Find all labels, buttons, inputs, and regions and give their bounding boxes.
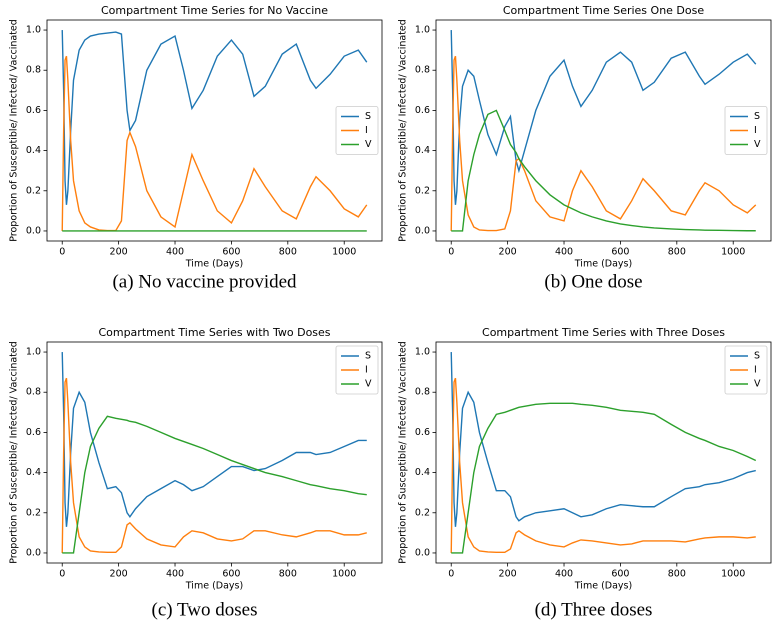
y-tick-label: 0.2 bbox=[26, 185, 41, 196]
y-tick-label: 0.4 bbox=[415, 467, 430, 478]
series-line bbox=[451, 402, 757, 554]
x-tick-label: 400 bbox=[555, 247, 573, 258]
x-axis-label: Time (Days) bbox=[574, 259, 632, 270]
y-tick-label: 1.0 bbox=[26, 25, 41, 36]
x-tick-label: 0 bbox=[59, 247, 65, 258]
plot-frame bbox=[46, 341, 383, 564]
y-tick-label: 0.6 bbox=[26, 105, 41, 116]
y-tick-label: 0.0 bbox=[415, 547, 430, 558]
legend-label: S bbox=[365, 111, 371, 122]
plot-frame bbox=[435, 341, 772, 564]
chart-title: Compartment Time Series for No Vaccine bbox=[101, 4, 328, 17]
y-tick-label: 0.2 bbox=[415, 507, 430, 518]
legend-label: I bbox=[754, 365, 757, 376]
x-tick-label: 800 bbox=[668, 569, 686, 580]
x-tick-label: 1000 bbox=[721, 569, 745, 580]
legend-label: S bbox=[754, 351, 760, 362]
x-tick-label: 1000 bbox=[721, 247, 745, 258]
x-tick-label: 0 bbox=[448, 569, 454, 580]
y-tick-label: 0.2 bbox=[415, 185, 430, 196]
caption: (d) Three doses bbox=[535, 599, 653, 620]
series-line bbox=[450, 30, 757, 205]
legend-label: I bbox=[365, 125, 368, 136]
y-axis-label: Proportion of Susceptible/ Infected/ Vac… bbox=[398, 341, 409, 564]
x-tick-label: 600 bbox=[222, 569, 240, 580]
y-tick-label: 1.0 bbox=[415, 347, 430, 358]
y-tick-label: 1.0 bbox=[26, 347, 41, 358]
y-tick-label: 1.0 bbox=[415, 25, 430, 36]
legend-label: V bbox=[365, 379, 372, 390]
x-tick-label: 200 bbox=[499, 247, 517, 258]
caption: (b) One dose bbox=[544, 271, 642, 292]
y-tick-label: 0.8 bbox=[415, 65, 430, 76]
caption: (a) No vaccine provided bbox=[112, 271, 297, 292]
x-tick-label: 400 bbox=[166, 569, 184, 580]
y-axis-label: Proportion of Susceptible/ Infected/ Vac… bbox=[9, 19, 20, 242]
x-tick-label: 400 bbox=[555, 569, 573, 580]
x-tick-label: 800 bbox=[279, 569, 297, 580]
x-tick-label: 400 bbox=[166, 247, 184, 258]
legend-label: V bbox=[365, 139, 372, 150]
x-tick-label: 600 bbox=[222, 247, 240, 258]
plot-frame bbox=[435, 19, 772, 242]
series-line bbox=[61, 352, 367, 527]
y-tick-label: 0.2 bbox=[26, 507, 41, 518]
y-tick-label: 0.0 bbox=[26, 225, 41, 236]
chart-title: Compartment Time Series with Two Doses bbox=[98, 326, 330, 339]
y-tick-label: 0.0 bbox=[415, 225, 430, 236]
x-tick-label: 600 bbox=[611, 247, 629, 258]
x-tick-label: 1000 bbox=[332, 247, 356, 258]
x-axis-label: Time (Days) bbox=[574, 581, 632, 592]
y-tick-label: 0.0 bbox=[26, 547, 41, 558]
y-tick-label: 0.8 bbox=[415, 387, 430, 398]
x-axis-label: Time (Days) bbox=[185, 259, 243, 270]
series-line bbox=[62, 415, 367, 554]
legend-label: I bbox=[365, 365, 368, 376]
series-line bbox=[61, 55, 368, 232]
x-tick-label: 800 bbox=[668, 247, 686, 258]
x-tick-label: 600 bbox=[611, 569, 629, 580]
x-tick-label: 0 bbox=[59, 569, 65, 580]
series-line bbox=[450, 352, 756, 527]
plot-frame bbox=[46, 19, 383, 242]
x-tick-label: 800 bbox=[279, 247, 297, 258]
y-axis-label: Proportion of Susceptible/ Infected/ Vac… bbox=[398, 19, 409, 242]
y-tick-label: 0.8 bbox=[26, 65, 41, 76]
y-axis-label: Proportion of Susceptible/ Infected/ Vac… bbox=[9, 341, 20, 564]
x-tick-label: 200 bbox=[110, 569, 128, 580]
series-line bbox=[451, 109, 756, 232]
legend-label: V bbox=[754, 379, 761, 390]
legend-label: S bbox=[365, 351, 371, 362]
x-axis-label: Time (Days) bbox=[185, 581, 243, 592]
legend-label: S bbox=[754, 111, 760, 122]
y-tick-label: 0.6 bbox=[26, 427, 41, 438]
series-line bbox=[450, 55, 757, 232]
x-tick-label: 0 bbox=[448, 247, 454, 258]
y-tick-label: 0.6 bbox=[415, 105, 430, 116]
legend-label: I bbox=[754, 125, 757, 136]
y-tick-label: 0.6 bbox=[415, 427, 430, 438]
y-tick-label: 0.4 bbox=[26, 145, 41, 156]
chart-title: Compartment Time Series One Dose bbox=[503, 4, 705, 17]
y-tick-label: 0.8 bbox=[26, 387, 41, 398]
y-tick-label: 0.4 bbox=[415, 145, 430, 156]
x-tick-label: 200 bbox=[110, 247, 128, 258]
x-tick-label: 200 bbox=[499, 569, 517, 580]
series-line bbox=[450, 377, 756, 554]
legend-label: V bbox=[754, 139, 761, 150]
caption: (c) Two doses bbox=[152, 599, 258, 620]
chart-title: Compartment Time Series with Three Doses bbox=[482, 326, 725, 339]
series-line bbox=[61, 377, 367, 554]
x-tick-label: 1000 bbox=[332, 569, 356, 580]
y-tick-label: 0.4 bbox=[26, 467, 41, 478]
series-line bbox=[61, 30, 368, 205]
